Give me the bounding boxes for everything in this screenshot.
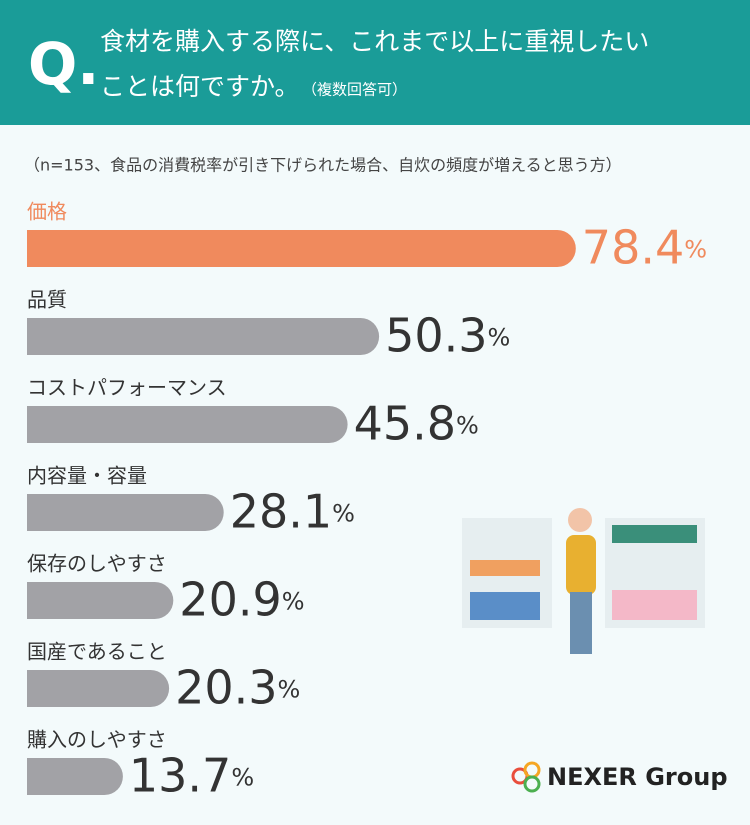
value-label: 20.9% [179, 572, 304, 626]
value-label: 78.4% [582, 220, 707, 274]
category-label: 価格 [27, 200, 67, 224]
value-label: 50.3% [385, 308, 510, 362]
shelf-goods [612, 590, 697, 620]
bar-left-edge [27, 494, 64, 531]
bar-left-edge [27, 230, 64, 267]
bar-left-edge [27, 318, 64, 355]
person-body [566, 535, 596, 595]
shelf-goods [612, 525, 697, 543]
bar-left-edge [27, 758, 64, 795]
category-label: 品質 [27, 288, 67, 312]
shelf-goods [470, 560, 540, 576]
bar [27, 406, 348, 443]
category-label: 購入のしやすさ [27, 728, 167, 752]
bar-left-edge [27, 582, 64, 619]
chart-title: 食材を購入する際に、これまで以上に重視したい [100, 27, 649, 56]
value-label: 28.1% [230, 484, 355, 538]
category-label: 国産であること [27, 640, 167, 664]
bar [27, 230, 576, 267]
category-label: コストパフォーマンス [27, 376, 227, 400]
subtitle: （n=153、食品の消費税率が引き下げられた場合、自炊の頻度が増えると思う方） [24, 156, 622, 175]
category-label: 内容量・容量 [27, 464, 147, 488]
value-label: 20.3% [175, 660, 300, 714]
header [0, 0, 750, 125]
q-label: Q. [28, 30, 99, 98]
logo-text: NEXER Group [547, 763, 728, 791]
chart-title: ことは何ですか。 [100, 72, 300, 101]
person-legs [570, 592, 592, 654]
bar [27, 318, 380, 355]
illustration [462, 508, 705, 654]
bar-left-edge [27, 406, 64, 443]
category-label: 保存のしやすさ [27, 552, 167, 576]
bar [27, 494, 224, 531]
title-note: （複数回答可） [302, 81, 407, 99]
shelf-goods [470, 592, 540, 620]
person-head [568, 508, 592, 532]
value-label: 13.7% [129, 748, 254, 802]
logo: NEXER Group [511, 761, 728, 793]
value-label: 45.8% [354, 396, 479, 450]
logo-mark [523, 775, 541, 793]
bar-left-edge [27, 670, 64, 707]
